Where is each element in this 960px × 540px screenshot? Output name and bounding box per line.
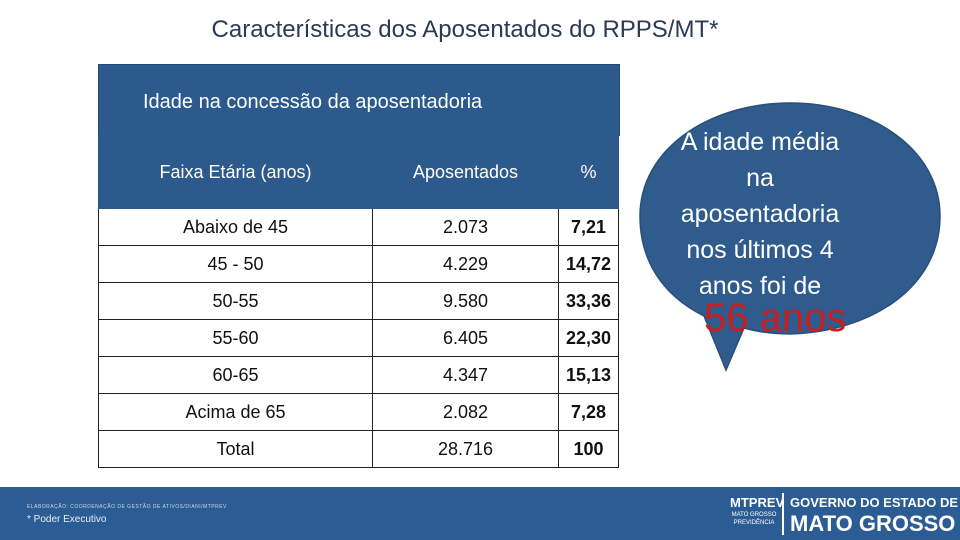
cell-retirees: 2.073 (372, 208, 559, 246)
cell-retirees: 9.580 (372, 282, 559, 320)
cell-percent: 7,28 (558, 393, 619, 431)
average-age-value: 56 anos. (704, 296, 857, 341)
footer-note: * Poder Executivo (27, 514, 107, 525)
mtprev-logo: MTPREV MATO GROSSO PREVIDÊNCIA (730, 495, 785, 526)
cell-percent: 7,21 (558, 208, 619, 246)
cell-percent: 14,72 (558, 245, 619, 283)
callout-line: nos últimos 4 (686, 236, 834, 264)
speech-bubble-shape (639, 102, 941, 372)
cell-retirees: 4.347 (372, 356, 559, 394)
footer-bar: ELABORAÇÃO: COORDENAÇÃO DE GESTÃO DE ATI… (0, 487, 960, 540)
page-title: Características dos Aposentados do RPPS/… (211, 16, 719, 43)
average-age-period: . (846, 296, 858, 340)
cell-percent: 22,30 (558, 319, 619, 357)
table-heading-label: Idade na concessão da aposentadoria (143, 91, 483, 113)
cell-age-range: 50-55 (98, 282, 373, 320)
cell-age-range: Acima de 65 (98, 393, 373, 431)
cell-retirees: 6.405 (372, 319, 559, 357)
cell-retirees: 2.082 (372, 393, 559, 431)
government-logo-line2: MATO GROSSO (790, 511, 956, 536)
column-header-age: Faixa Etária (anos) (98, 135, 373, 209)
callout-text: A idade média na aposentadoria nos últim… (646, 124, 874, 304)
mtprev-logo-name: MTPREV (730, 495, 785, 510)
table-row: 50-55 9.580 33,36 (98, 282, 619, 320)
mtprev-logo-sub2: PREVIDÊNCIA (733, 520, 775, 526)
column-header-retirees: Aposentados (372, 135, 559, 209)
cell-age-range: 60-65 (98, 356, 373, 394)
cell-age-range: 45 - 50 (98, 245, 373, 283)
mtprev-logo-sub: MATO GROSSO (731, 512, 777, 518)
table-row: 60-65 4.347 15,13 (98, 356, 619, 394)
table-row: Abaixo de 45 2.073 7,21 (98, 208, 619, 246)
cell-total-percent: 100 (558, 430, 619, 468)
callout-line: na (746, 164, 774, 192)
cell-percent: 15,13 (558, 356, 619, 394)
average-age-number: 56 anos (704, 296, 847, 340)
cell-total-retirees: 28.716 (372, 430, 559, 468)
table-heading: Idade na concessão da aposentadoria (98, 64, 620, 136)
callout-line: A idade média (680, 128, 840, 156)
table-total-row: Total 28.716 100 (98, 430, 619, 468)
cell-percent: 33,36 (558, 282, 619, 320)
cell-retirees: 4.229 (372, 245, 559, 283)
cell-total-label: Total (98, 430, 373, 468)
table-row: 55-60 6.405 22,30 (98, 319, 619, 357)
cell-age-range: Abaixo de 45 (98, 208, 373, 246)
callout-line: anos foi de (698, 272, 822, 300)
footer-credit: ELABORAÇÃO: COORDENAÇÃO DE GESTÃO DE ATI… (27, 504, 227, 510)
government-logo: GOVERNO DO ESTADO DE MATO GROSSO (790, 495, 958, 537)
logo-divider (782, 493, 784, 535)
table-row: Acima de 65 2.082 7,28 (98, 393, 619, 431)
callout-line: aposentadoria (680, 200, 840, 228)
speech-bubble (639, 102, 941, 372)
age-table-panel: Idade na concessão da aposentadoria Faix… (98, 64, 620, 468)
table-header-row: Faixa Etária (anos) Aposentados % (98, 135, 619, 209)
column-header-percent: % (558, 135, 619, 209)
cell-age-range: 55-60 (98, 319, 373, 357)
age-table: Faixa Etária (anos) Aposentados % Abaixo… (98, 135, 619, 468)
government-logo-line1: GOVERNO DO ESTADO DE (790, 495, 959, 510)
table-row: 45 - 50 4.229 14,72 (98, 245, 619, 283)
